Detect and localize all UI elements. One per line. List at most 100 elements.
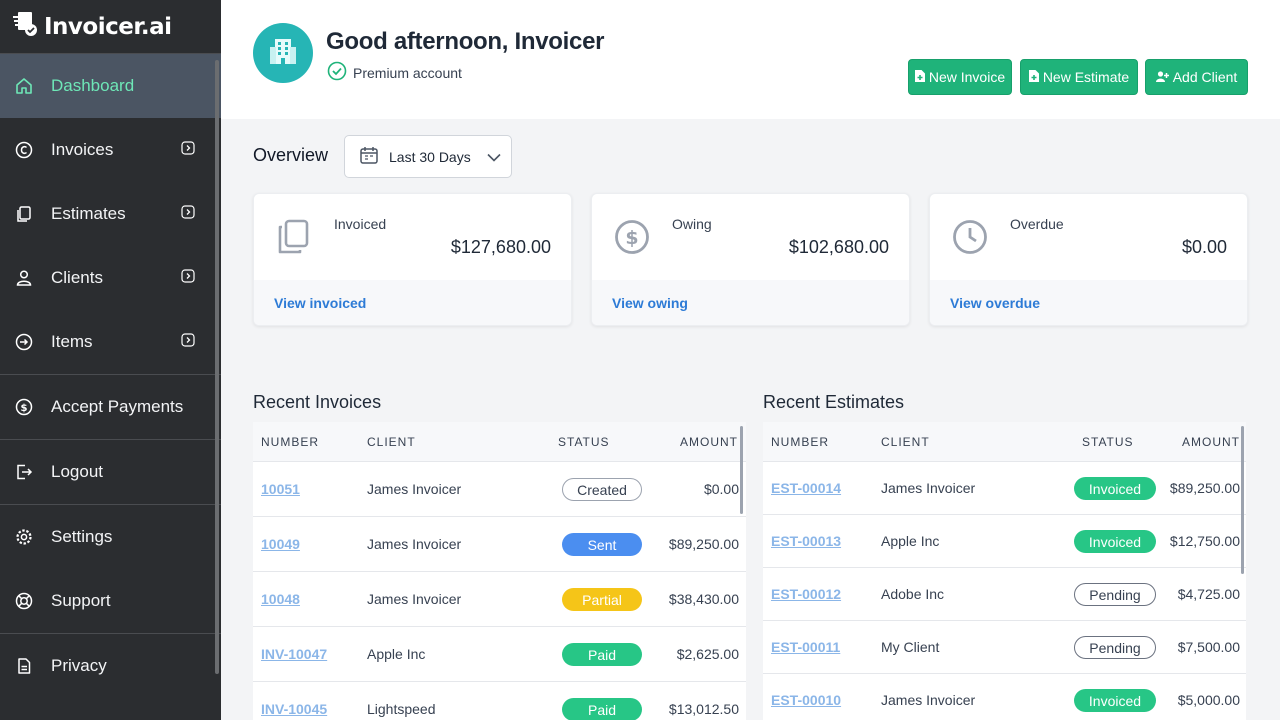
sidebar-divider xyxy=(0,374,221,375)
overdue-card: Overdue $0.00 View overdue xyxy=(929,193,1248,326)
column-header: AMOUNT xyxy=(680,435,738,449)
svg-text:$: $ xyxy=(625,227,638,249)
chevron-right-icon[interactable] xyxy=(181,333,195,352)
amount: $12,750.00 xyxy=(1169,533,1240,549)
sidebar-item-support[interactable]: Support xyxy=(0,569,221,633)
view-owing-link[interactable]: View owing xyxy=(592,280,909,325)
view-overdue-link[interactable]: View overdue xyxy=(930,280,1247,325)
table-row[interactable]: 10049 James Invoicer Sent $89,250.00 xyxy=(253,517,746,572)
status-badge: Created xyxy=(562,478,642,501)
amount: $2,625.00 xyxy=(676,646,739,662)
table-row[interactable]: INV-10047 Apple Inc Paid $2,625.00 xyxy=(253,627,746,682)
chevron-right-icon[interactable] xyxy=(181,269,195,288)
amount: $89,250.00 xyxy=(1169,480,1240,496)
table-row[interactable]: INV-10045 Lightspeed Paid $13,012.50 xyxy=(253,682,746,720)
invoiced-card: Invoiced $127,680.00 View invoiced xyxy=(253,193,572,326)
table-row[interactable]: EST-00010 James Invoicer Invoiced $5,000… xyxy=(763,674,1246,720)
table-header: NUMBER CLIENT STATUS AMOUNT xyxy=(253,422,746,462)
sidebar-item-label: Invoices xyxy=(51,140,114,159)
sidebar-scrollbar[interactable] xyxy=(215,60,219,674)
chevron-right-icon[interactable] xyxy=(181,141,195,160)
overview-title: Overview xyxy=(253,145,329,165)
status-badge: Sent xyxy=(562,533,642,556)
brand-name: Invoicer.ai xyxy=(44,13,172,40)
card-value: $127,680.00 xyxy=(450,237,551,257)
table-row[interactable]: 10048 James Invoicer Partial $38,430.00 xyxy=(253,572,746,627)
building-icon xyxy=(266,34,300,73)
account-status: Premium account xyxy=(327,61,462,84)
amount: $5,000.00 xyxy=(1177,692,1240,708)
estimate-number-link[interactable]: EST-00011 xyxy=(771,639,841,655)
estimates-icon xyxy=(14,204,34,224)
sidebar-item-settings[interactable]: Settings xyxy=(0,505,221,569)
column-header: AMOUNT xyxy=(1182,435,1240,449)
clock-icon xyxy=(952,219,988,260)
client-name: Lightspeed xyxy=(367,701,436,717)
sidebar-item-accept-payments[interactable]: $ Accept Payments xyxy=(0,375,221,439)
view-invoiced-link[interactable]: View invoiced xyxy=(254,280,571,325)
sidebar-item-logout[interactable]: Logout xyxy=(0,440,221,504)
sidebar-item-items[interactable]: Items xyxy=(0,310,221,374)
table-row[interactable]: EST-00013 Apple Inc Invoiced $12,750.00 xyxy=(763,515,1246,568)
invoice-number-link[interactable]: 10048 xyxy=(261,591,300,607)
client-name: James Invoicer xyxy=(881,692,976,708)
sidebar-item-invoices[interactable]: Invoices xyxy=(0,118,221,182)
table-row[interactable]: 10051 James Invoicer Created $0.00 xyxy=(253,462,746,517)
card-label: Owing xyxy=(672,216,712,232)
add-client-button[interactable]: Add Client xyxy=(1145,59,1248,95)
amount: $13,012.50 xyxy=(668,701,739,717)
sidebar-item-label: Settings xyxy=(51,527,113,546)
card-value: $102,680.00 xyxy=(788,237,889,257)
chevron-right-icon[interactable] xyxy=(181,205,195,224)
column-header: STATUS xyxy=(558,435,610,449)
estimate-number-link[interactable]: EST-00010 xyxy=(771,692,842,708)
invoice-number-link[interactable]: 10049 xyxy=(261,536,300,552)
table-row[interactable]: EST-00014 James Invoicer Invoiced $89,25… xyxy=(763,462,1246,515)
brand[interactable]: Invoicer.ai xyxy=(0,0,221,54)
sidebar-item-label: Clients xyxy=(51,268,103,287)
sidebar: Invoicer.ai Dashboard Invoices Estimates… xyxy=(0,0,221,720)
invoices-table-scrollbar[interactable] xyxy=(740,426,743,514)
client-name: My Client xyxy=(881,639,940,655)
recent-estimates-table: NUMBER CLIENT STATUS AMOUNT EST-00014 Ja… xyxy=(763,422,1246,720)
owing-card: $ Owing $102,680.00 View owing xyxy=(591,193,910,326)
invoice-number-link[interactable]: INV-10047 xyxy=(261,646,328,662)
invoice-number-link[interactable]: INV-10045 xyxy=(261,701,328,717)
column-header: NUMBER xyxy=(261,435,320,449)
card-value: $0.00 xyxy=(1181,237,1227,257)
sidebar-item-label: Privacy xyxy=(51,656,107,675)
clients-icon xyxy=(14,268,34,288)
estimates-table-scrollbar[interactable] xyxy=(1241,426,1244,574)
dollar-circle-icon: $ xyxy=(614,219,650,260)
avatar[interactable] xyxy=(253,23,313,83)
estimate-number-link[interactable]: EST-00013 xyxy=(771,533,842,549)
user-plus-icon xyxy=(1155,69,1169,85)
card-label: Overdue xyxy=(1010,216,1064,232)
sidebar-item-label: Dashboard xyxy=(51,76,135,95)
sidebar-item-estimates[interactable]: Estimates xyxy=(0,182,221,246)
date-range-value: Last 30 Days xyxy=(389,148,471,165)
estimate-number-link[interactable]: EST-00014 xyxy=(771,480,842,496)
client-name: James Invoicer xyxy=(367,591,462,607)
new-estimate-button[interactable]: New Estimate xyxy=(1020,59,1138,95)
sidebar-item-label: Items xyxy=(51,332,93,351)
invoices-icon xyxy=(14,140,34,160)
sidebar-item-label: Support xyxy=(51,591,111,610)
table-row[interactable]: EST-00011 My Client Pending $7,500.00 xyxy=(763,621,1246,674)
column-header: CLIENT xyxy=(881,435,930,449)
sidebar-item-clients[interactable]: Clients xyxy=(0,246,221,310)
amount: $38,430.00 xyxy=(668,591,739,607)
new-invoice-button[interactable]: New Invoice xyxy=(908,59,1012,95)
table-row[interactable]: EST-00012 Adobe Inc Pending $4,725.00 xyxy=(763,568,1246,621)
sidebar-item-dashboard[interactable]: Dashboard xyxy=(0,54,221,118)
estimate-number-link[interactable]: EST-00012 xyxy=(771,586,842,602)
new-estimate-label: New Estimate xyxy=(1042,69,1130,85)
client-name: James Invoicer xyxy=(881,480,976,496)
client-name: James Invoicer xyxy=(367,536,462,552)
date-range-select[interactable]: Last 30 Days xyxy=(344,135,512,178)
items-icon xyxy=(14,332,34,352)
sidebar-item-privacy[interactable]: Privacy xyxy=(0,634,221,698)
invoice-number-link[interactable]: 10051 xyxy=(261,481,300,497)
page-title: Good afternoon, Invoicer xyxy=(326,28,605,55)
chevron-down-icon xyxy=(487,149,501,165)
